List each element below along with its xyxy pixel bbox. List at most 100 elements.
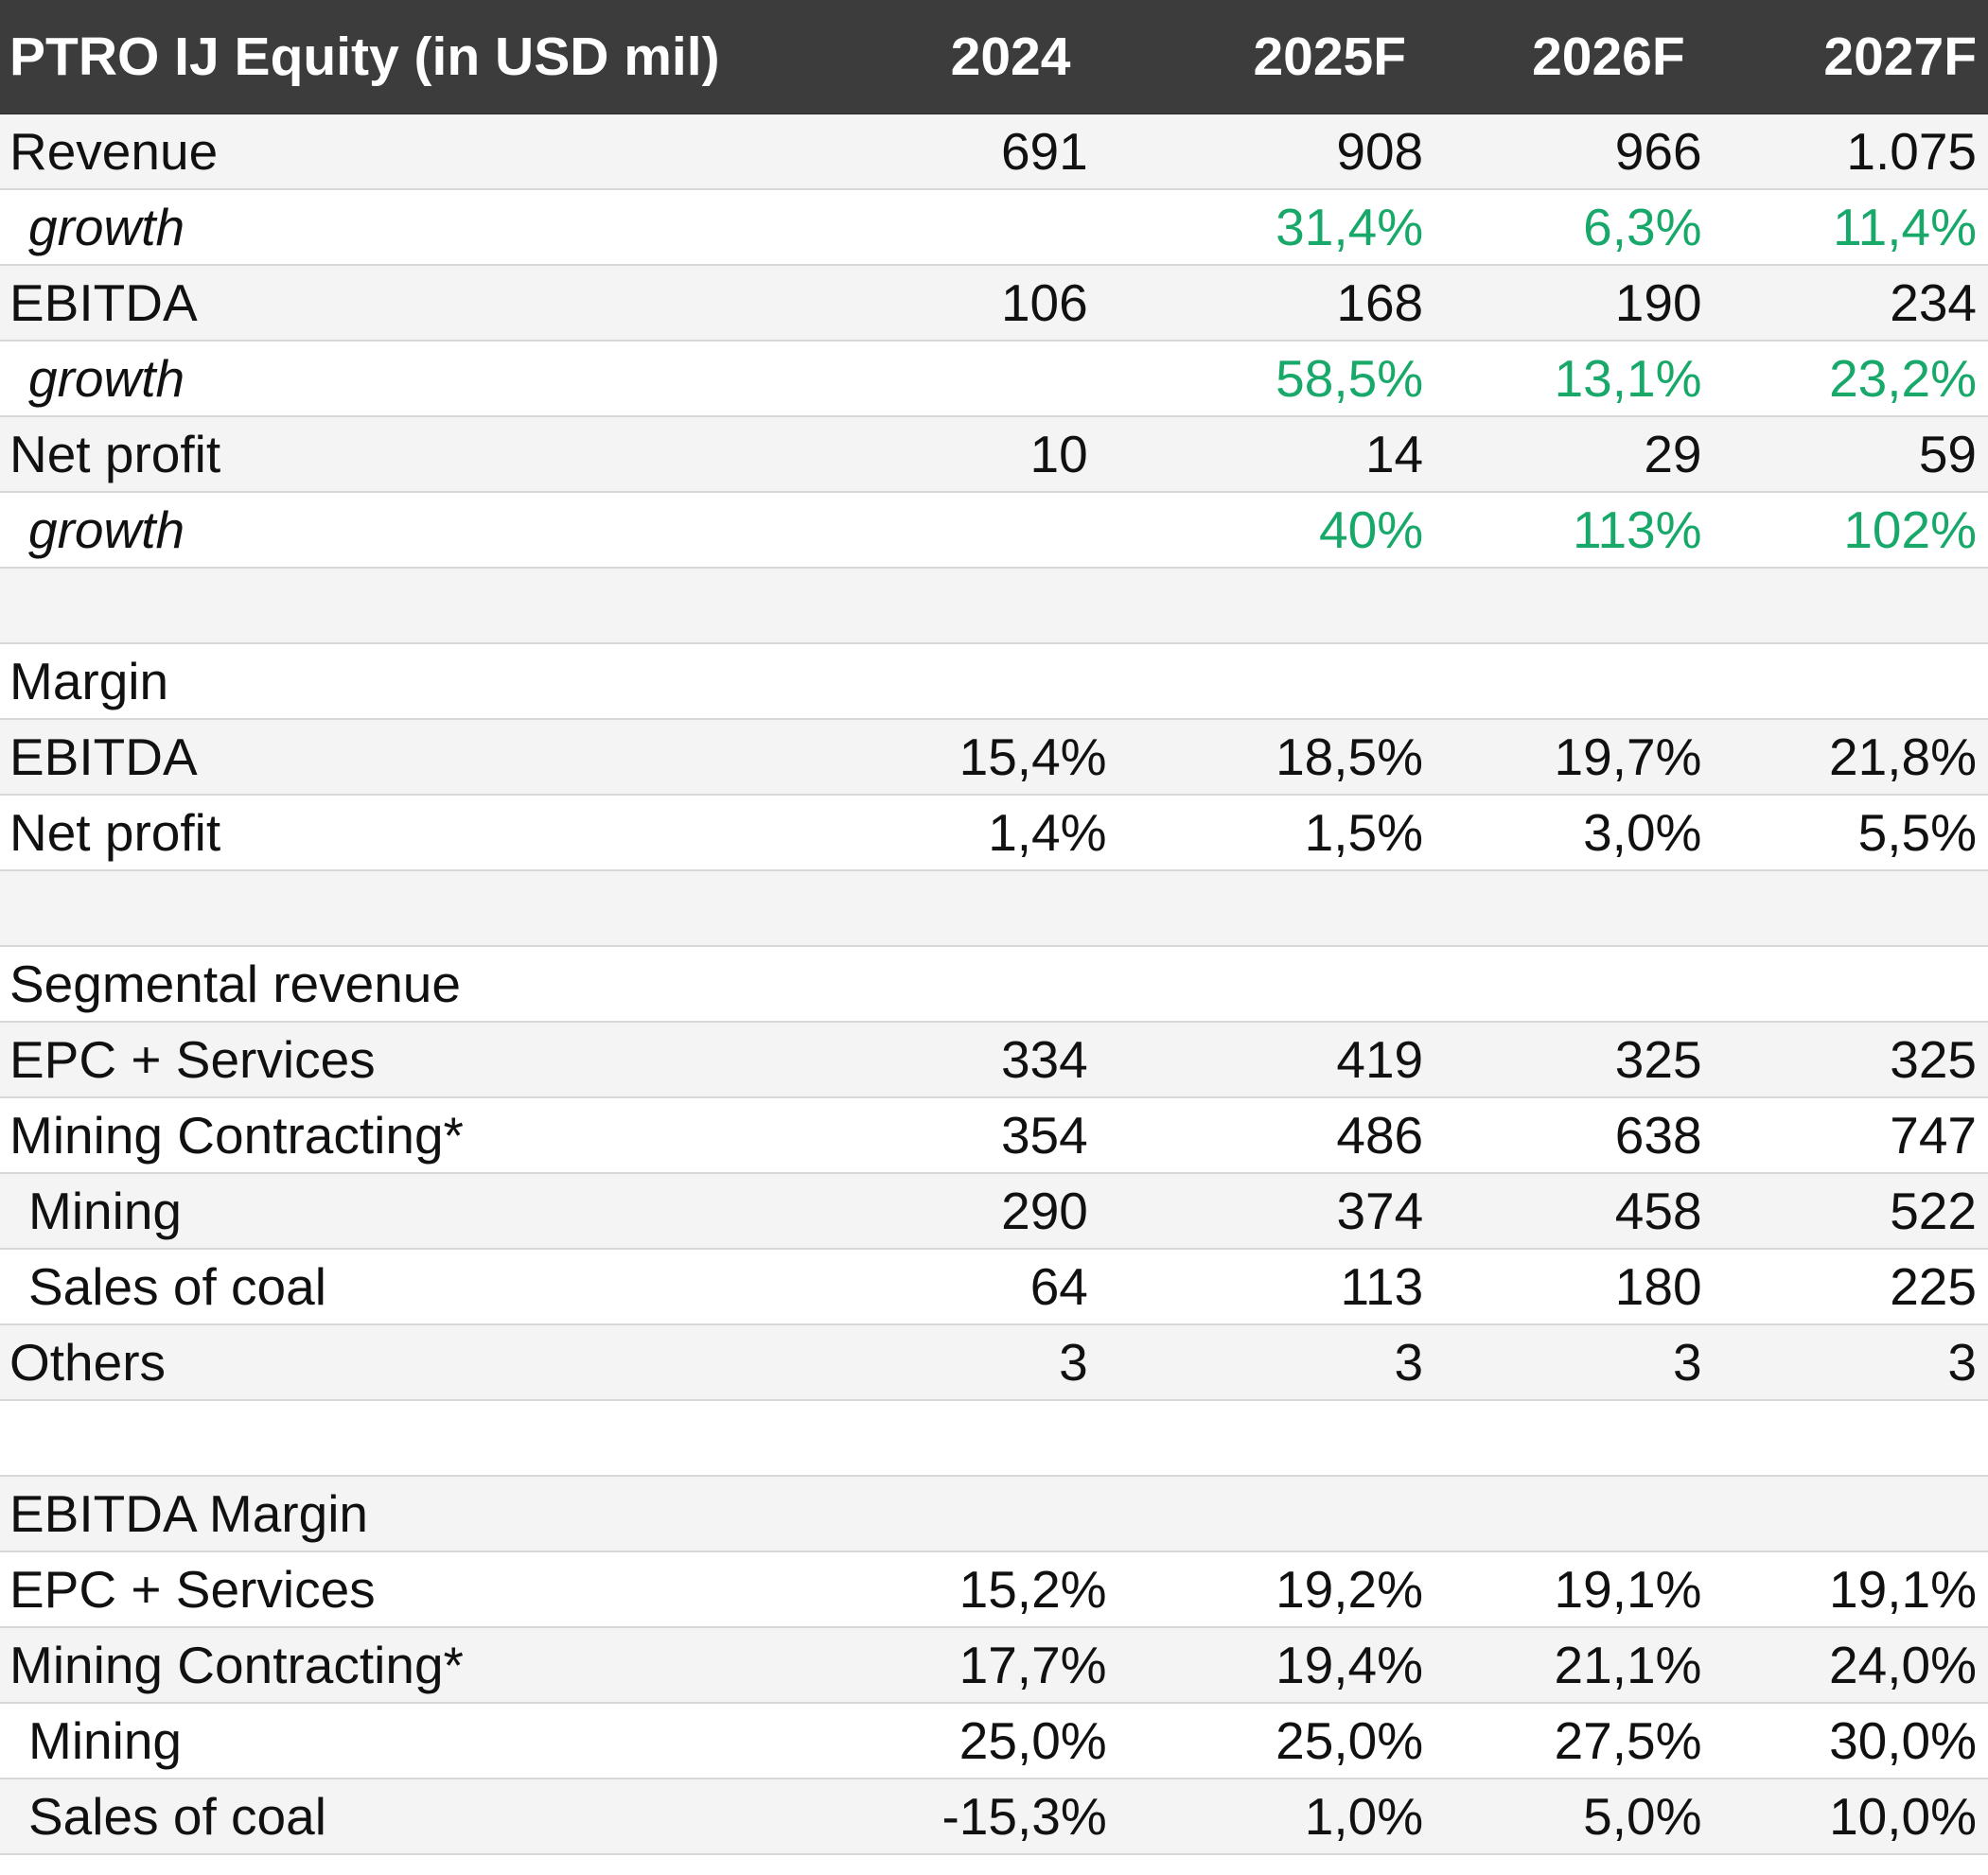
table-row-others: Others 3 3 3 3	[0, 1325, 1988, 1401]
row-value: 325	[1890, 1030, 1978, 1089]
row-value: 5,5%	[1857, 803, 1977, 862]
row-value: 102%	[1843, 500, 1978, 559]
row-value: 13,1%	[1554, 349, 1702, 408]
row-value: 638	[1614, 1106, 1702, 1165]
row-label: Mining Contracting*	[9, 1636, 464, 1694]
row-value: 113	[1340, 1257, 1424, 1316]
row-value: 6,3%	[1583, 198, 1702, 256]
row-value: 225	[1890, 1257, 1977, 1316]
row-value: 31,4%	[1275, 198, 1424, 256]
row-value: 334	[1000, 1030, 1088, 1089]
row-value: 30,0%	[1829, 1711, 1978, 1770]
row-value: 23,2%	[1829, 349, 1978, 408]
table-row-mining-contracting-margin: Mining Contracting* 17,7% 19,4% 21,1% 24…	[0, 1628, 1988, 1704]
row-label: Sales of coal	[28, 1257, 326, 1316]
row-value: 40%	[1319, 500, 1424, 559]
row-label: Others	[9, 1333, 167, 1392]
row-value: 3	[1394, 1333, 1424, 1392]
row-value: 3,0%	[1583, 803, 1702, 862]
row-value: 58,5%	[1275, 349, 1424, 408]
table-row-ebitda-growth: growth 58,5% 13,1% 23,2%	[0, 342, 1988, 417]
row-value: 234	[1890, 273, 1978, 332]
row-value: 5,0%	[1583, 1787, 1702, 1846]
table-row-sales-of-coal: Sales of coal 64 113 180 225	[0, 1250, 1988, 1325]
row-value: 908	[1336, 122, 1424, 181]
table-row-mining: Mining 290 374 458 522	[0, 1174, 1988, 1250]
table-row-section-segmental-revenue: Segmental revenue	[0, 947, 1988, 1023]
table-header: PTRO IJ Equity (in USD mil) 2024 2025F 2…	[0, 0, 1988, 114]
table-row-sales-of-coal-margin: Sales of coal -15,3% 1,0% 5,0% 10,0%	[0, 1779, 1988, 1855]
row-value: 15,4%	[959, 727, 1107, 786]
table-title: PTRO IJ Equity (in USD mil)	[9, 26, 720, 87]
table-row-epc-services-margin: EPC + Services 15,2% 19,2% 19,1% 19,1%	[0, 1552, 1988, 1628]
table-row-net-profit-growth: growth 40% 113% 102%	[0, 493, 1988, 569]
row-label: Sales of coal	[28, 1787, 326, 1846]
section-label: EBITDA Margin	[9, 1484, 369, 1543]
row-value: 522	[1890, 1182, 1977, 1240]
row-value: 419	[1336, 1030, 1424, 1089]
row-value: 11,4%	[1833, 198, 1978, 256]
row-value: 290	[1001, 1182, 1088, 1240]
row-value: 10	[1029, 425, 1088, 483]
row-value: 19,7%	[1554, 727, 1702, 786]
row-value: 168	[1336, 273, 1424, 332]
row-value: 19,2%	[1275, 1560, 1424, 1619]
row-value: 190	[1614, 273, 1702, 332]
year-header-2027f: 2027F	[1823, 26, 1978, 87]
row-value: 25,0%	[1275, 1711, 1424, 1770]
table-row-spacer	[0, 871, 1988, 947]
row-label: Net profit	[9, 425, 221, 483]
row-value: 3	[1672, 1333, 1702, 1392]
row-label: growth	[28, 500, 185, 559]
row-value: 354	[1000, 1106, 1088, 1165]
row-label: EPC + Services	[9, 1560, 376, 1619]
row-value: 180	[1614, 1257, 1702, 1316]
row-value: 19,1%	[1829, 1560, 1977, 1619]
row-value: 19,4%	[1275, 1636, 1424, 1694]
table-row-section-margin: Margin	[0, 644, 1988, 720]
table-row-spacer	[0, 569, 1988, 644]
table-row-spacer	[0, 1401, 1988, 1477]
row-value: 64	[1029, 1257, 1088, 1316]
row-label: Revenue	[9, 122, 219, 181]
table-row-ebitda: EBITDA 106 168 190 234	[0, 266, 1988, 342]
row-label: EBITDA	[9, 727, 198, 786]
row-value: 1,5%	[1304, 803, 1424, 862]
year-header-2024: 2024	[950, 26, 1071, 87]
row-value: 966	[1614, 122, 1702, 181]
table-row-section-ebitda-margin: EBITDA Margin	[0, 1477, 1988, 1552]
year-header-2025f: 2025F	[1253, 26, 1407, 87]
row-value: 18,5%	[1275, 727, 1424, 786]
row-value: 1.075	[1846, 122, 1978, 181]
table-row-revenue: Revenue 691 908 966 1.075	[0, 114, 1988, 190]
row-value: 14	[1364, 425, 1424, 483]
row-value: 691	[1000, 122, 1088, 181]
row-value: 486	[1336, 1106, 1424, 1165]
row-value: 25,0%	[959, 1711, 1107, 1770]
row-label: growth	[28, 349, 185, 408]
row-value: 19,1%	[1554, 1560, 1702, 1619]
row-value: -15,3%	[941, 1787, 1107, 1846]
row-value: 27,5%	[1554, 1711, 1702, 1770]
row-value: 1,0%	[1304, 1787, 1424, 1846]
row-value: 374	[1336, 1182, 1424, 1240]
row-label: growth	[28, 198, 185, 256]
row-value: 21,1%	[1554, 1636, 1702, 1694]
row-value: 21,8%	[1829, 727, 1977, 786]
row-value: 24,0%	[1829, 1636, 1977, 1694]
section-label: Margin	[9, 652, 169, 710]
table-row-mining-margin: Mining 25,0% 25,0% 27,5% 30,0%	[0, 1704, 1988, 1779]
row-value: 1,4%	[988, 803, 1107, 862]
row-value: 59	[1918, 425, 1978, 483]
row-value: 747	[1890, 1106, 1978, 1165]
row-value: 29	[1644, 425, 1702, 483]
row-value: 325	[1614, 1030, 1702, 1089]
row-value: 113%	[1572, 500, 1702, 559]
row-value: 458	[1614, 1182, 1702, 1240]
section-label: Segmental revenue	[9, 955, 461, 1013]
row-label: EPC + Services	[9, 1030, 376, 1089]
row-label: Mining Contracting*	[9, 1106, 464, 1165]
table-row-epc-services: EPC + Services 334 419 325 325	[0, 1023, 1988, 1098]
row-label: Net profit	[9, 803, 221, 862]
